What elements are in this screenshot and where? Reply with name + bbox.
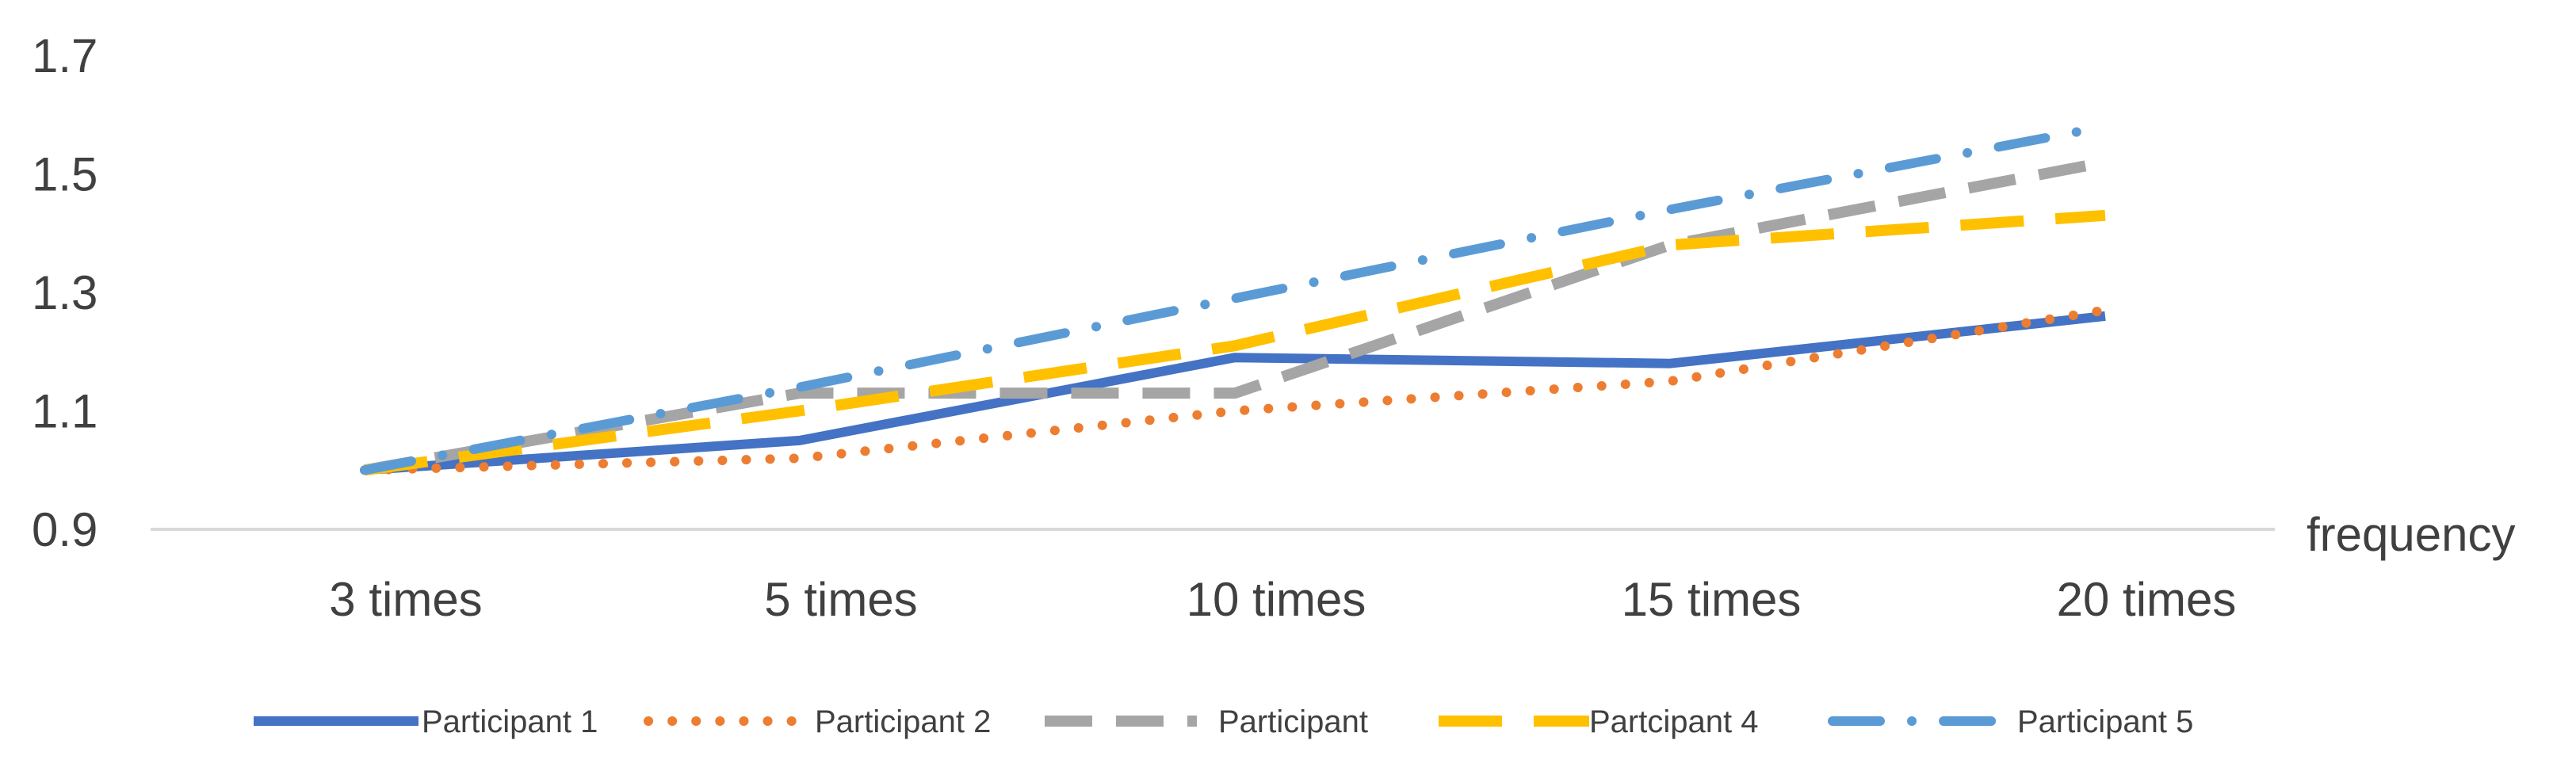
series-line <box>360 305 2110 475</box>
y-tick-label: 1.3 <box>32 266 97 319</box>
x-tick-label: 3 times <box>329 573 482 626</box>
y-tick-label: 1.7 <box>32 29 97 82</box>
legend-label: Participant 1 <box>422 704 598 739</box>
x-tick-label: 15 times <box>1622 573 1802 626</box>
y-tick-label: 1.5 <box>32 148 97 201</box>
y-axis-ticks: 0.9 1.1 1.3 1.5 1.7 <box>32 29 97 556</box>
legend-label: Participant 5 <box>2017 704 2193 739</box>
x-tick-label: 5 times <box>764 573 917 626</box>
y-tick-label: 1.1 <box>32 385 97 438</box>
legend: Participant 1 Participant 2 Participant Par… <box>254 704 2193 739</box>
legend-label: Participant 2 <box>815 704 991 739</box>
x-tick-label: 20 times <box>2057 573 2237 626</box>
x-tick-label: 10 times <box>1187 573 1366 626</box>
y-tick-label: 0.9 <box>32 503 97 556</box>
series-line <box>360 121 2110 475</box>
x-axis-ticks: 3 times 5 times 10 times 15 times 20 times <box>329 573 2236 626</box>
series-lines <box>360 121 2110 476</box>
series-line <box>364 311 2106 475</box>
series-line <box>364 209 2106 476</box>
x-axis-title: frequency <box>2307 508 2516 561</box>
legend-label: Partcipant 4 <box>1589 704 1758 739</box>
legend-label: Participant <box>1218 704 1368 739</box>
series-line <box>363 156 2107 476</box>
